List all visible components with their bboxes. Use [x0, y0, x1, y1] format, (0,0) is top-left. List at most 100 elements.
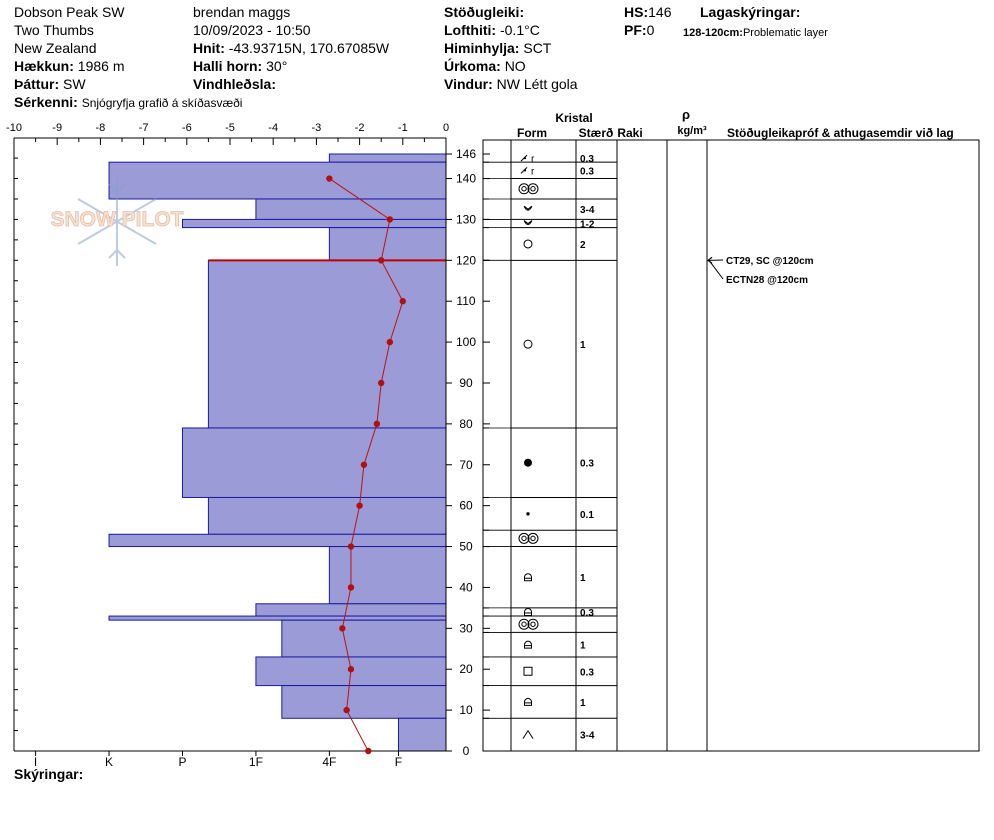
air-temp-value: -0.1°C: [499, 22, 540, 38]
precip-label: Úrkoma:: [444, 58, 501, 74]
hardness-tick-label: F: [395, 755, 402, 769]
stability-test-label: ECTN28 @120cm: [726, 275, 808, 286]
temperature-tick-label: -4: [268, 122, 278, 134]
height-tick-label: 146: [456, 147, 476, 161]
slope-label: Halli horn:: [193, 58, 263, 74]
layer-note-range: 128-120cm:: [683, 27, 743, 39]
coords-value: -43.93715N, 170.67085W: [228, 40, 390, 56]
air-temp-label: Lofthiti:: [444, 22, 497, 38]
row-size: 1: [580, 573, 586, 584]
crystal-rounded-icon: [523, 239, 533, 249]
row-size: 0.3: [580, 608, 594, 619]
datetime: 10/09/2023 - 10:50: [193, 22, 311, 38]
table-row: 0.3: [483, 458, 617, 498]
temperature-point: [347, 543, 355, 550]
hardness-tick-label: P: [178, 755, 186, 769]
hardness-bar: [255, 603, 447, 617]
svg-text:r: r: [531, 154, 535, 165]
temperature-point: [386, 338, 394, 346]
hardness-bar: [108, 161, 447, 200]
layer-notes-label: Lagaskýringar:: [700, 4, 801, 20]
table-frame: [482, 139, 980, 752]
height-tick-label: 40: [459, 580, 473, 594]
height-tick-label: 80: [459, 417, 473, 431]
crystal-small-dot-icon: [526, 512, 530, 516]
column-form: Form: [517, 126, 547, 140]
height-tick-label: 30: [459, 621, 473, 635]
table-row: 1: [483, 640, 617, 658]
crystal-melt-forms-icon: [518, 532, 539, 544]
hardness-bar: [281, 619, 447, 658]
aspect-value: SW: [63, 76, 86, 92]
temperature-tick-label: -10: [6, 122, 22, 134]
crystal-hoar-icon: [523, 220, 533, 225]
crystal-faceted-rounded-icon: [524, 573, 532, 582]
row-size: 0.3: [580, 166, 594, 177]
temperature-point: [399, 298, 406, 305]
height-tick-label: 140: [456, 172, 476, 186]
crystal-decomposing-icon: r: [520, 154, 535, 165]
elevation-value: 1986 m: [77, 58, 125, 74]
wind-label: Vindur:: [444, 76, 493, 92]
hardness-bar: [397, 717, 447, 752]
table-row: 3-4: [483, 205, 617, 220]
precip-value: NO: [504, 58, 526, 74]
table-row: 2: [483, 239, 617, 261]
hardness-bar: [328, 546, 447, 605]
hardness-tick-label: K: [105, 755, 113, 769]
crystal-rounded-dot-icon: [524, 458, 532, 467]
temperature-point: [343, 706, 350, 714]
hardness-bar: [328, 227, 447, 261]
temperature-profile: [326, 175, 406, 755]
crystal-melt-forms-icon: [518, 183, 539, 195]
hardness-bar: [255, 198, 447, 220]
hardness-tick-label: I: [34, 755, 37, 769]
row-size: 1: [580, 340, 586, 351]
column-size: Stærð: [579, 126, 614, 140]
crystal-faceted-icon: [523, 666, 533, 676]
notes-label: Skýringar:: [14, 766, 84, 782]
row-size: 1-2: [580, 220, 595, 231]
crystal-faceted-rounded-icon: [524, 607, 532, 616]
observer: brendan maggs: [193, 4, 291, 20]
hardness-bar: [207, 259, 447, 429]
hardness-bar: [207, 496, 447, 535]
table-row: 1: [483, 573, 617, 609]
column-moisture: Raki: [617, 126, 642, 140]
temperature-point: [378, 379, 385, 387]
temperature-point: [347, 666, 355, 673]
temperature-tick-label: -9: [52, 122, 62, 134]
svg-text:r: r: [531, 166, 535, 177]
column-stability: Stöðugleikapróf & athugasemdir við lag: [727, 126, 954, 140]
temperature-tick-label: -8: [96, 122, 106, 134]
temperature-tick-label: -3: [312, 122, 322, 134]
crystal-faceted-rounded-icon: [524, 640, 532, 649]
layer-note-text: Problematic layer: [742, 27, 828, 39]
row-size: 3-4: [580, 205, 595, 216]
temperature-tick-label: -2: [355, 122, 365, 134]
hardness-bar: [108, 615, 447, 621]
table-row: [483, 183, 617, 200]
crystal-rounded-icon: [523, 339, 533, 349]
hs-value: 146: [648, 4, 672, 20]
crystal-hoar-icon: [523, 205, 533, 211]
height-tick-label: 100: [456, 335, 476, 349]
temperature-point: [386, 216, 394, 223]
temperature-point: [347, 584, 355, 591]
column-density-unit: kg/m³: [677, 125, 707, 137]
table-row: 0.3: [483, 666, 617, 687]
height-tick-label: 60: [459, 499, 473, 513]
height-tick-label: 110: [456, 294, 475, 308]
crystal-decomposing-icon: r: [520, 166, 535, 177]
row-size: 0.3: [580, 667, 594, 678]
height-tick-label: 50: [459, 540, 473, 554]
row-size: 1: [580, 641, 586, 652]
wind-loading-label: Vindhleðsla:: [193, 76, 276, 92]
wind-value: NW Létt gola: [496, 76, 578, 92]
temperature-point: [360, 461, 368, 468]
layer-table: Kristal Form Stærð Raki ρ kg/m³ Stöðugleikapró…: [482, 107, 980, 752]
row-size: 0.1: [580, 510, 594, 521]
slope-value: 30°: [266, 58, 288, 74]
temperature-point: [339, 625, 346, 632]
